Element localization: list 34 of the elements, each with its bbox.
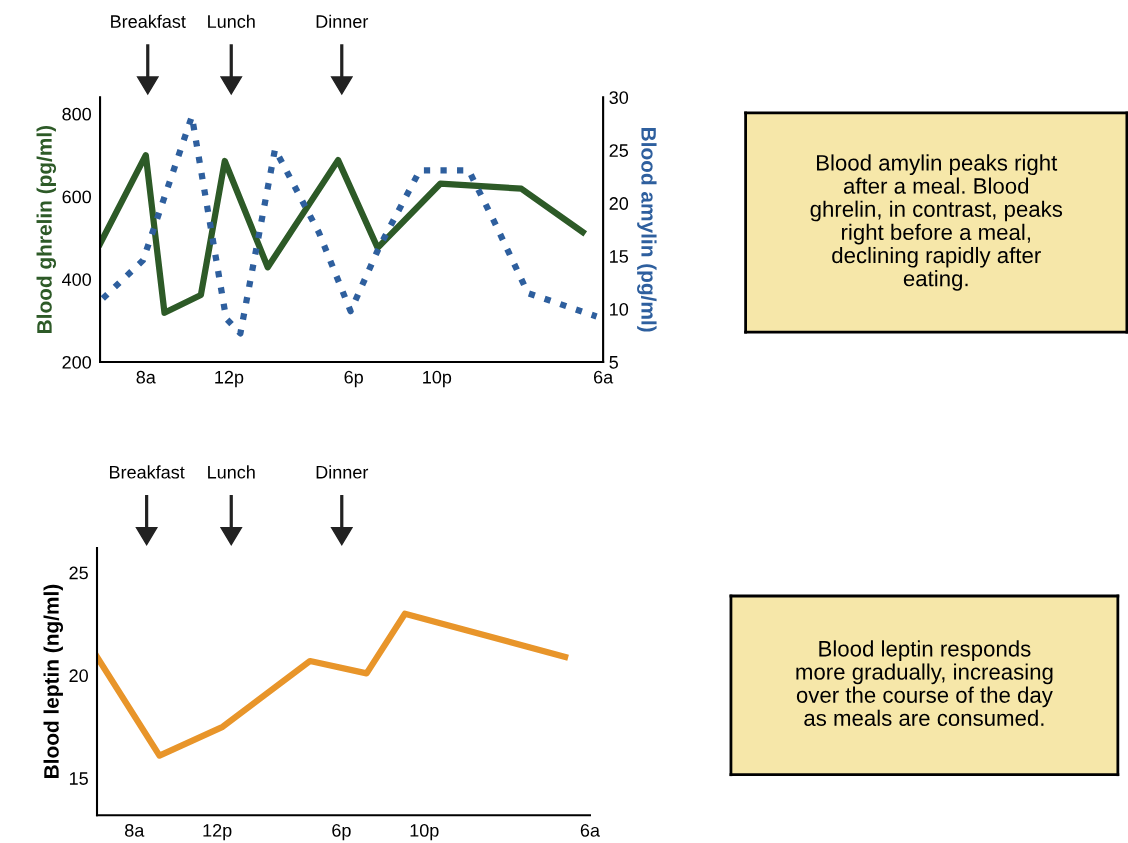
text: Dinner	[316, 14, 369, 28]
x-tick-label: 10p	[423, 370, 452, 388]
x-tick-label: 8a	[136, 370, 156, 384]
x-tick-label: 8a	[125, 823, 145, 837]
y-axis-title: Blood leptin (ng/ml)	[43, 584, 64, 778]
y2-tick-label: 20	[609, 197, 629, 210]
x-tick-label: 6a	[580, 823, 600, 837]
y2-tick-label: 10	[610, 302, 629, 316]
text: Blood amylin peaks right after a meal. Blood ghrelin, in contrast, peaks right before a meal, declining rapidly after eating.	[810, 154, 1063, 291]
y-tick-label: 600	[62, 190, 92, 204]
text: Breakfast	[111, 14, 186, 28]
y-axis-title: Blood ghrelin (pg/ml)	[36, 125, 57, 333]
y-tick-label: 15	[69, 772, 88, 785]
text: Blood leptin responds more gradually, increasing over the course of the day as meals are consumed.	[796, 640, 1053, 727]
x-tick-label: 10p	[410, 823, 439, 841]
y-tick-label: 25	[69, 566, 88, 580]
y2-tick-label: 25	[609, 144, 629, 157]
y2-tick-label: 15	[610, 250, 629, 263]
y-tick-label: 200	[62, 355, 92, 369]
y-tick-label: 400	[62, 273, 92, 286]
text: Lunch	[208, 14, 255, 28]
y2-tick-label: 30	[609, 91, 629, 104]
x-tick-label: 12p	[203, 823, 232, 841]
y2-axis-title: Blood amylin (pg/ml)	[637, 128, 657, 332]
text: Breakfast	[109, 465, 185, 479]
x-tick-label: 6a	[594, 370, 614, 384]
x-tick-label: 12p	[215, 370, 244, 388]
y2-tick-label: 5	[609, 356, 618, 369]
y-tick-label: 20	[69, 669, 88, 683]
text: Dinner	[316, 465, 369, 479]
text: Lunch	[208, 465, 255, 479]
x-tick-label: 6p	[332, 823, 351, 841]
x-tick-label: 6p	[344, 370, 363, 388]
y-tick-label: 800	[62, 107, 92, 121]
